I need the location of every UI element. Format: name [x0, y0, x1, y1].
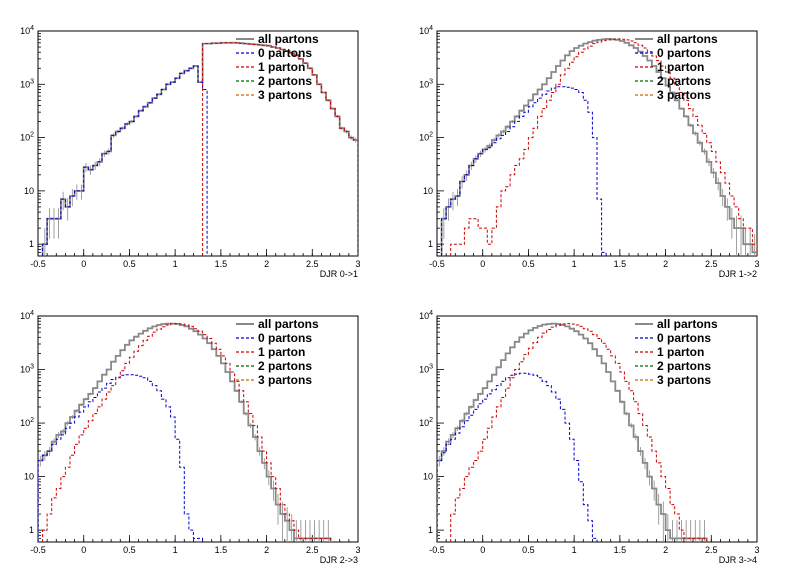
legend-entry: 2 partons	[657, 74, 711, 88]
y-tick-label: 102	[419, 132, 433, 143]
x-tick-label: 2	[663, 545, 668, 555]
series-all-partons	[440, 38, 757, 256]
plot-frame	[436, 30, 758, 257]
x-tick-label: 3	[355, 259, 360, 269]
x-axis-label: DJR 2->3	[320, 555, 358, 565]
y-tick-label: 103	[419, 364, 433, 375]
y-tick-label: 10	[24, 472, 34, 482]
legend-entry: 3 partons	[258, 88, 312, 102]
x-tick-label: 2	[264, 545, 269, 555]
x-tick-label: -0.5	[30, 259, 46, 269]
legend-entry: all partons	[657, 32, 718, 46]
legend-entry: 3 partons	[657, 373, 711, 387]
series-0-partons	[441, 86, 607, 256]
x-tick-label: 1.5	[215, 259, 228, 269]
series-1-parton	[42, 323, 332, 542]
x-tick-label: 1	[173, 545, 178, 555]
series-all-partons	[437, 322, 708, 542]
x-tick-label: 1.5	[215, 545, 228, 555]
series-1-parton	[450, 323, 708, 542]
x-tick-label: -0.5	[429, 545, 445, 555]
y-tick-label: 104	[20, 25, 34, 36]
y-tick-label: 103	[20, 78, 34, 89]
x-tick-label: 0	[81, 545, 86, 555]
y-tick-label: 103	[419, 78, 433, 89]
x-tick-label: 2.5	[705, 545, 718, 555]
y-tick-label: 102	[20, 132, 34, 143]
x-tick-label: 0.5	[123, 259, 136, 269]
y-tick-label: 1	[29, 239, 34, 249]
x-tick-label: 3	[754, 259, 759, 269]
series-all-partons	[41, 41, 358, 256]
x-tick-label: 2.5	[705, 259, 718, 269]
x-tick-label: 0	[81, 259, 86, 269]
legend-entry: all partons	[657, 317, 718, 331]
x-tick-label: 0.5	[522, 259, 535, 269]
legend-entry: 3 partons	[657, 88, 711, 102]
y-tick-label: 102	[20, 417, 34, 428]
x-tick-label: 1	[572, 259, 577, 269]
y-tick-label: 103	[20, 364, 34, 375]
x-tick-label: 0.5	[123, 545, 136, 555]
x-tick-label: 1.5	[614, 259, 627, 269]
x-axis-label: DJR 3->4	[719, 555, 757, 565]
y-tick-label: 1	[29, 525, 34, 535]
x-tick-label: 1	[173, 259, 178, 269]
chart-panel-3: -0.5 0 0.5 1 1.5 2 2.5 3 1 10 102 103 104 DJR 2->3 all…	[20, 310, 360, 565]
legend-entry: 3 partons	[258, 373, 312, 387]
y-tick-label: 10	[423, 186, 433, 196]
x-axis-label: DJR 1->2	[719, 269, 757, 279]
legend-entry: 2 partons	[258, 74, 312, 88]
legend-entry: 0 partons	[258, 331, 312, 345]
legend-entry: 1 parton	[258, 345, 305, 359]
x-tick-label: 1	[572, 545, 577, 555]
x-tick-label: 0	[480, 545, 485, 555]
legend-entry: 2 partons	[657, 359, 711, 373]
series-0-partons	[38, 374, 204, 542]
y-tick-label: 10	[24, 186, 34, 196]
legend-entry: 0 partons	[657, 331, 711, 345]
x-tick-label: 1.5	[614, 545, 627, 555]
x-tick-label: 2.5	[306, 545, 319, 555]
chart-panel-2: -0.5 0 0.5 1 1.5 2 2.5 3 1 10 102 103 104 DJR 1->2 all…	[419, 25, 759, 279]
legend-entry: 2 partons	[258, 359, 312, 373]
legend-entry: 1 parton	[657, 60, 704, 74]
x-tick-label: -0.5	[429, 259, 445, 269]
legend-entry: 0 partons	[258, 46, 312, 60]
x-tick-label: 0	[480, 259, 485, 269]
y-tick-label: 104	[419, 25, 433, 36]
y-tick-label: 104	[419, 310, 433, 321]
legend-entry: 0 partons	[657, 46, 711, 60]
x-tick-label: 2	[264, 259, 269, 269]
series-0-partons	[42, 65, 208, 256]
y-tick-label: 102	[419, 417, 433, 428]
y-tick-label: 1	[428, 239, 433, 249]
legend-entry: 1 parton	[657, 345, 704, 359]
legend-entry: all partons	[258, 317, 319, 331]
series-1-parton	[450, 38, 757, 256]
x-tick-label: 3	[355, 545, 360, 555]
y-tick-label: 1	[428, 525, 433, 535]
legend-entry: all partons	[258, 32, 319, 46]
x-tick-label: 0.5	[522, 545, 535, 555]
plot-frame	[37, 315, 359, 543]
x-axis-label: DJR 0->1	[320, 269, 358, 279]
x-tick-label: 3	[754, 545, 759, 555]
legend-entry: 1 parton	[258, 60, 305, 74]
chart-panel-1: -0.5 0 0.5 1 1.5 2 2.5 3 1 10 102 103 104 DJR 0->1 all…	[20, 25, 360, 279]
chart-panel-4: -0.5 0 0.5 1 1.5 2 2.5 3 1 10 102 103 104 DJR 3->4 all…	[419, 310, 759, 565]
y-tick-label: 10	[423, 472, 433, 482]
x-tick-label: 2	[663, 259, 668, 269]
x-tick-label: -0.5	[30, 545, 46, 555]
y-tick-label: 104	[20, 310, 34, 321]
x-tick-label: 2.5	[306, 259, 319, 269]
